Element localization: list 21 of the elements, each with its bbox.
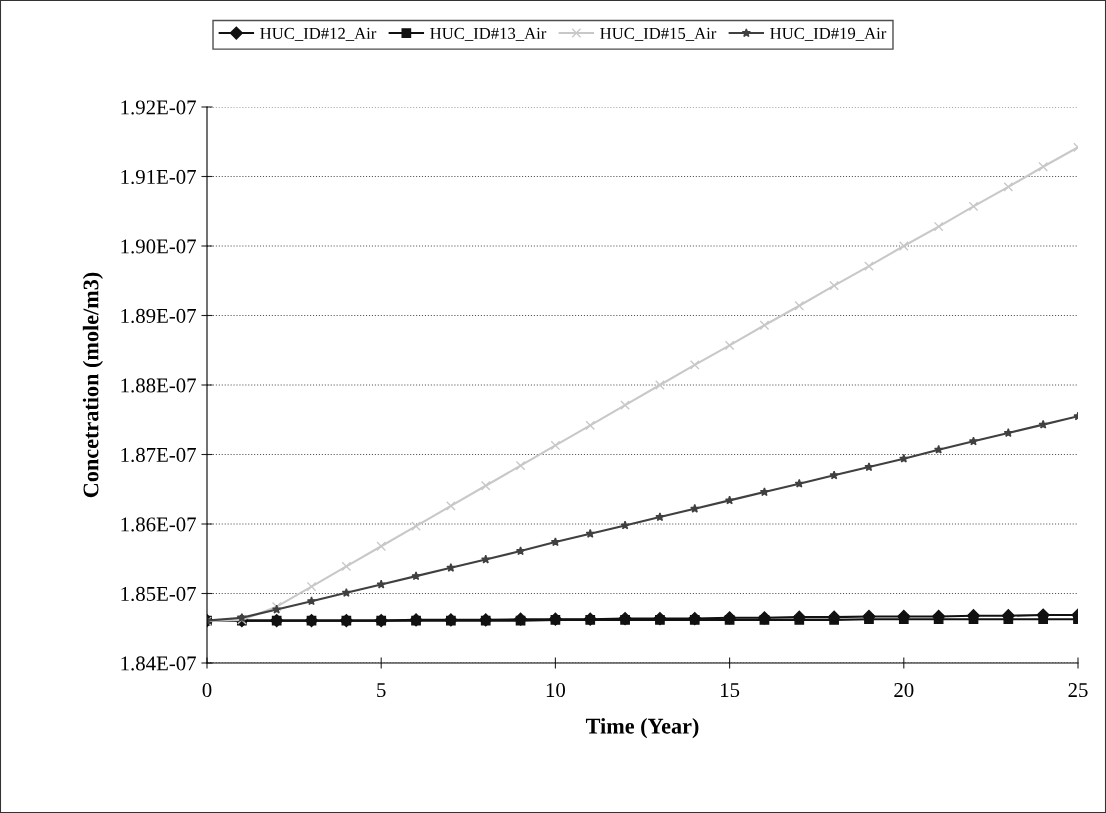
- x-tick-label: 15: [721, 683, 740, 698]
- y-tick-label: 1.92E-07: [121, 100, 196, 115]
- x-tick-label: 25: [1068, 683, 1088, 698]
- y-tick-label: 1.84E-07: [121, 656, 196, 671]
- y-tick-label: 1.86E-07: [121, 517, 196, 532]
- legend-label: HUC_ID#15_Air: [600, 27, 717, 42]
- y-axis-title: Concetration (mole/m3): [82, 272, 103, 498]
- legend-label: HUC_ID#19_Air: [770, 27, 887, 42]
- x-tick-label: 10: [546, 683, 566, 698]
- y-tick-label: 1.85E-07: [121, 586, 196, 602]
- x-tick-label: 20: [894, 683, 914, 698]
- legend-label: HUC_ID#12_Air: [260, 27, 377, 42]
- y-tick-label: 1.87E-07: [121, 447, 196, 463]
- x-axis-title: Time (Year): [585, 718, 699, 739]
- y-tick-label: 1.88E-07: [121, 378, 196, 393]
- x-tick-label: 0: [202, 683, 212, 698]
- x-tick-label: 5: [377, 683, 386, 698]
- y-tick-label: 1.89E-07: [121, 308, 196, 324]
- y-tick-label: 1.90E-07: [121, 239, 196, 254]
- legend-label: HUC_ID#13_Air: [430, 27, 547, 42]
- y-tick-label: 1.91E-07: [121, 169, 196, 185]
